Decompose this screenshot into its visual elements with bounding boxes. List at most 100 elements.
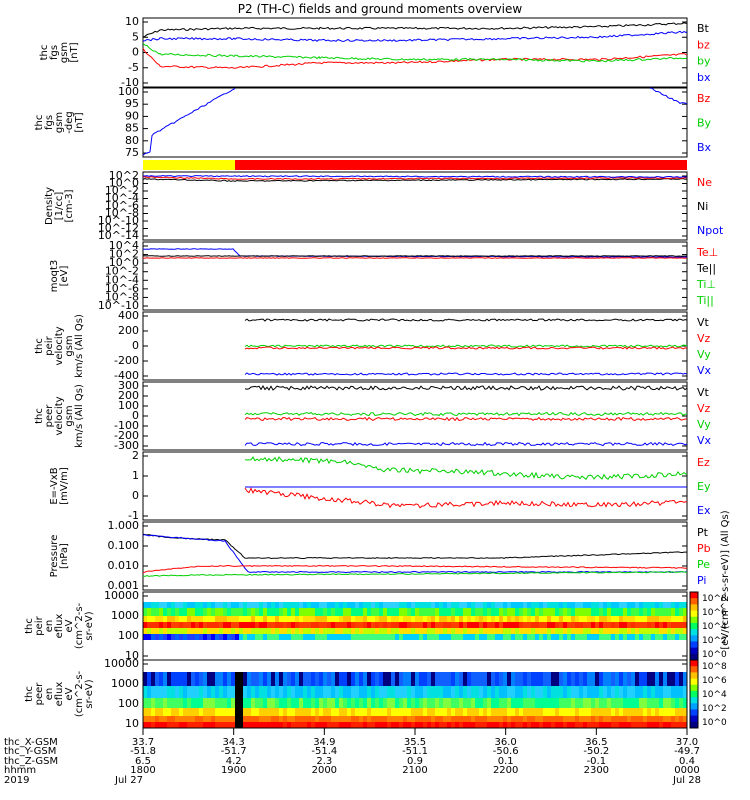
colorbar-tick-label: 10^8	[702, 662, 727, 672]
heatmap-cell	[315, 708, 319, 716]
heatmap-cell	[595, 686, 599, 698]
heatmap-cell	[295, 628, 299, 634]
heatmap-cell	[199, 722, 203, 728]
heatmap-cell	[495, 708, 499, 716]
y-tick-label: 10000	[104, 657, 139, 670]
heatmap-cell	[555, 672, 559, 686]
heatmap-cell	[283, 616, 287, 622]
heatmap-cell	[147, 716, 151, 722]
y-tick-label: 10^-8	[105, 290, 139, 303]
heatmap-cell	[627, 698, 631, 708]
heatmap-cell	[467, 616, 471, 622]
heatmap-cell	[607, 608, 611, 616]
heatmap-cell	[299, 608, 303, 616]
heatmap-cell	[147, 628, 151, 634]
heatmap-cell	[323, 698, 327, 708]
heatmap-cell	[543, 686, 547, 698]
y-axis-label: [cm-3]	[64, 189, 75, 222]
heatmap-cell	[479, 686, 483, 698]
heatmap-cell	[319, 722, 323, 728]
heatmap-cell	[255, 616, 259, 622]
heatmap-cell	[223, 698, 227, 708]
heatmap-cell	[579, 608, 583, 616]
y-tick-label: -200	[114, 354, 139, 367]
heatmap-cell	[175, 634, 179, 640]
heatmap-cell	[563, 602, 567, 608]
heatmap-cell	[651, 722, 655, 728]
heatmap-cell	[551, 602, 555, 608]
heatmap-cell	[675, 608, 679, 616]
heatmap-cell	[371, 672, 375, 686]
footer-value-x: 34.9	[313, 737, 335, 748]
heatmap-cell	[443, 628, 447, 634]
footer-value-t: 1900	[221, 765, 246, 776]
heatmap-cell	[283, 628, 287, 634]
heatmap-cell	[571, 672, 575, 686]
heatmap-cell	[235, 628, 239, 634]
heatmap-cell	[403, 672, 407, 686]
heatmap-cell	[375, 608, 379, 616]
heatmap-cell	[275, 634, 279, 640]
heatmap-cell	[179, 672, 183, 686]
heatmap-cell	[515, 722, 519, 728]
heatmap-cell	[203, 634, 207, 640]
heatmap-cell	[379, 722, 383, 728]
series-Vx	[244, 372, 688, 376]
heatmap-cell	[463, 722, 467, 728]
colorbar-1-cell	[690, 647, 698, 655]
heatmap-cell	[355, 628, 359, 634]
heatmap-cell	[643, 602, 647, 608]
heatmap-cell	[279, 602, 283, 608]
heatmap-cell	[315, 628, 319, 634]
heatmap-cell	[375, 708, 379, 716]
heatmap-cell	[331, 616, 335, 622]
heatmap-cell	[295, 634, 299, 640]
heatmap-cell	[407, 708, 411, 716]
heatmap-cell	[243, 722, 247, 728]
heatmap-cell	[247, 716, 251, 722]
heatmap-cell	[679, 602, 683, 608]
heatmap-cell	[683, 698, 687, 708]
heatmap-cell	[199, 716, 203, 722]
heatmap-cell	[571, 628, 575, 634]
y-tick-label: 0.010	[108, 559, 140, 572]
heatmap-cell	[531, 698, 535, 708]
heatmap-cell	[255, 622, 259, 628]
heatmap-cell	[451, 622, 455, 628]
footer-value-y: -50.6	[493, 746, 519, 757]
heatmap-cell	[631, 722, 635, 728]
heatmap-cell	[559, 708, 563, 716]
heatmap-cell	[279, 634, 283, 640]
series-Vt	[244, 385, 688, 391]
heatmap-cell	[411, 634, 415, 640]
heatmap-cell	[591, 686, 595, 698]
heatmap-cell	[223, 708, 227, 716]
heatmap-cell	[323, 722, 327, 728]
heatmap-cell	[619, 616, 623, 622]
footer-value-z: 6.5	[135, 756, 151, 767]
heatmap-cell	[615, 634, 619, 640]
heatmap-cell	[619, 602, 623, 608]
heatmap-cell	[663, 616, 667, 622]
panel-frame	[142, 241, 688, 311]
heatmap-cell	[427, 686, 431, 698]
heatmap-cell	[583, 708, 587, 716]
heatmap-cell	[207, 672, 211, 686]
heatmap-cell	[227, 616, 231, 622]
heatmap-cell	[195, 698, 199, 708]
heatmap-cell	[191, 622, 195, 628]
heatmap-cell	[575, 616, 579, 622]
heatmap-cell	[231, 722, 235, 728]
heatmap-cell	[523, 716, 527, 722]
heatmap-cell	[455, 608, 459, 616]
heatmap-cell	[151, 672, 155, 686]
heatmap-cell	[507, 698, 511, 708]
heatmap-cell	[435, 628, 439, 634]
heatmap-cell	[531, 708, 535, 716]
heatmap-cell	[239, 686, 243, 698]
heatmap-cell	[551, 708, 555, 716]
heatmap-cell	[499, 716, 503, 722]
heatmap-cell	[487, 634, 491, 640]
heatmap-cell	[355, 608, 359, 616]
heatmap-cell	[655, 722, 659, 728]
